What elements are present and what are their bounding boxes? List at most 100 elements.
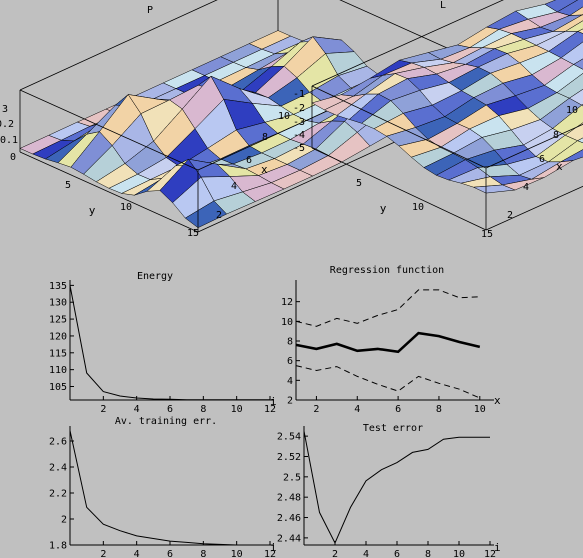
l-mesh-facet bbox=[552, 14, 583, 32]
test-x-axis-label: i bbox=[494, 541, 501, 554]
surface-plot-l: L -1 -2 -3 -4 -5 5 10 15 y 2 4 6 8 10 x bbox=[293, 0, 583, 240]
energy-y-tick-label: 130 bbox=[49, 298, 67, 309]
training-x-tick-label: 12 bbox=[264, 549, 276, 558]
l-mesh-facet bbox=[564, 122, 583, 141]
p-z-tick: 0 bbox=[10, 152, 16, 163]
p-z-tick: 0.2 bbox=[0, 119, 14, 130]
training-x-tick-label: 4 bbox=[134, 549, 140, 558]
p-y-tick: 10 bbox=[120, 202, 132, 213]
test-x-tick-label: 2 bbox=[332, 549, 338, 558]
l-box-edge bbox=[485, 123, 583, 169]
p-title: P bbox=[147, 5, 153, 16]
regression-chart: 2 4 6 8 10 12 2 4 6 8 10 Regression function x bbox=[281, 265, 501, 415]
test-x-tick-label: 12 bbox=[484, 549, 496, 558]
energy-y-tick-label: 105 bbox=[49, 382, 67, 393]
l-x-tick: 4 bbox=[523, 182, 529, 193]
l-mesh-facet bbox=[560, 149, 583, 163]
l-z-tick: -4 bbox=[293, 130, 305, 141]
l-mesh-facet bbox=[547, 140, 583, 163]
l-x-tick: 6 bbox=[539, 154, 545, 165]
energy-x-tick-label: 4 bbox=[134, 404, 140, 415]
energy-x-axis-label: i bbox=[270, 395, 277, 408]
l-mesh-facet bbox=[560, 41, 583, 65]
training-x-tick-label: 10 bbox=[231, 549, 243, 558]
test-x-tick-label: 4 bbox=[363, 549, 369, 558]
regression-x-tick-label: 8 bbox=[436, 404, 442, 415]
test-series-line-0 bbox=[303, 431, 490, 545]
training-title: Av. training err. bbox=[115, 416, 217, 427]
l-mesh-facet bbox=[556, 0, 583, 16]
l-z-tick: -2 bbox=[293, 103, 305, 114]
p-y-tick: 15 bbox=[187, 228, 199, 239]
p-x-tick: 8 bbox=[262, 132, 268, 143]
regression-y-tick-label: 6 bbox=[287, 356, 293, 367]
l-x-tick: 8 bbox=[553, 130, 559, 141]
energy-x-tick-label: 2 bbox=[100, 404, 106, 415]
regression-x-tick-label: 2 bbox=[313, 404, 319, 415]
p-box-edge bbox=[339, 0, 457, 53]
p-x-tick: 6 bbox=[246, 155, 252, 166]
p-box-back bbox=[19, 0, 457, 152]
energy-y-tick-label: 125 bbox=[49, 315, 67, 326]
regression-title: Regression function bbox=[330, 265, 444, 276]
p-box-edge bbox=[19, 0, 218, 91]
test-y-tick-label: 2.46 bbox=[277, 513, 301, 524]
energy-x-tick-label: 6 bbox=[167, 404, 173, 415]
l-box-front bbox=[311, 85, 583, 231]
l-mesh-facet bbox=[576, 137, 583, 144]
training-y-tick-label: 2.4 bbox=[49, 463, 67, 474]
regression-y-tick-label: 12 bbox=[281, 297, 293, 308]
l-title: L bbox=[440, 0, 446, 11]
p-box-edge bbox=[19, 151, 199, 233]
p-z-tick: 0.1 bbox=[0, 135, 18, 146]
training-series-line-0 bbox=[69, 430, 270, 546]
l-box-edge bbox=[485, 185, 583, 231]
p-box-edge bbox=[19, 89, 199, 171]
training-x-tick-label: 6 bbox=[167, 549, 173, 558]
p-x-axis-label: x bbox=[261, 163, 268, 176]
p-x-tick: 4 bbox=[231, 181, 237, 192]
training-x-axis-label: i bbox=[270, 541, 277, 554]
energy-x-tick-label: 12 bbox=[264, 404, 276, 415]
l-mesh-facet bbox=[568, 6, 583, 16]
energy-chart: 105 110 115 120 125 130 135 2 4 6 8 10 12 Energy i bbox=[49, 271, 277, 415]
l-x-tick: 10 bbox=[566, 105, 578, 116]
l-mesh-facet bbox=[556, 72, 583, 99]
regression-series-line-0 bbox=[295, 331, 481, 354]
l-mesh-facet bbox=[544, 64, 583, 93]
l-y-tick: 15 bbox=[481, 229, 493, 240]
training-x-tick-label: 8 bbox=[200, 549, 206, 558]
energy-y-tick-label: 115 bbox=[49, 348, 67, 359]
l-z-tick: -5 bbox=[293, 143, 305, 154]
regression-y-tick-label: 2 bbox=[287, 396, 293, 407]
training-x-tick-label: 2 bbox=[100, 549, 106, 558]
regression-y-tick-label: 10 bbox=[281, 317, 293, 328]
training-y-tick-label: 2.2 bbox=[49, 489, 67, 500]
regression-series-line-2 bbox=[295, 365, 480, 399]
test-x-tick-label: 6 bbox=[394, 549, 400, 558]
regression-x-tick-label: 10 bbox=[474, 404, 486, 415]
energy-x-tick-label: 8 bbox=[200, 404, 206, 415]
test-y-tick-label: 2.44 bbox=[277, 533, 301, 544]
l-mesh-facet bbox=[577, 28, 583, 34]
l-y-tick: 10 bbox=[412, 202, 424, 213]
l-x-axis-label: x bbox=[556, 160, 563, 173]
p-z-tick: 0.3 bbox=[0, 104, 8, 115]
l-mesh-facet bbox=[548, 31, 583, 59]
regression-x-tick-label: 6 bbox=[395, 404, 401, 415]
training-y-tick-label: 2.6 bbox=[49, 437, 67, 448]
test-x-tick-label: 10 bbox=[453, 549, 465, 558]
p-x-tick: 2 bbox=[216, 210, 222, 221]
test-title: Test error bbox=[363, 423, 423, 434]
l-x-tick: 2 bbox=[507, 210, 513, 221]
l-box-edge bbox=[311, 85, 487, 169]
regression-y-tick-label: 8 bbox=[287, 337, 293, 348]
energy-x-tick-label: 10 bbox=[231, 404, 243, 415]
training-y-tick-label: 2 bbox=[61, 515, 67, 526]
regression-x-tick-label: 4 bbox=[354, 404, 360, 415]
l-box-edge bbox=[311, 147, 487, 231]
energy-title: Energy bbox=[137, 271, 173, 282]
l-y-tick: 5 bbox=[356, 178, 362, 189]
l-box-edge bbox=[311, 0, 504, 87]
